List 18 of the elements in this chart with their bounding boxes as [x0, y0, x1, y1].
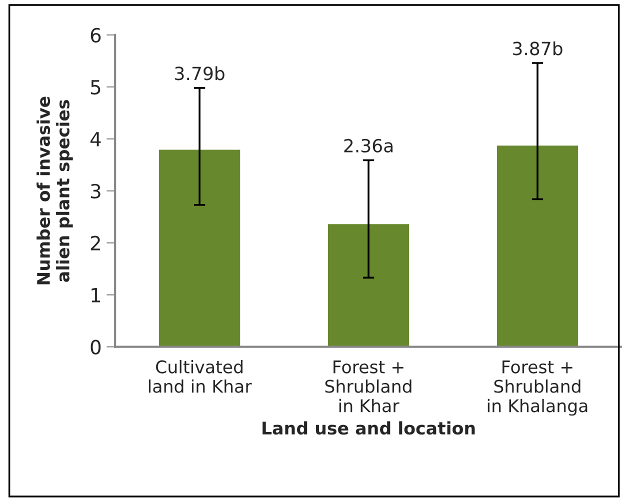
annotation: 3.79b: [175, 66, 224, 80]
bar: [159, 150, 240, 347]
x-tick-label: Forest + Shrubland in Khalanga: [488, 360, 588, 416]
x-tick-label: Forest + Shrubland in Khar: [325, 360, 412, 412]
y-tick-label: 6: [90, 28, 101, 43]
x-tick-label: Cultivated land in Khar: [148, 360, 252, 393]
y-tick-label: 0: [90, 340, 101, 354]
y-tick-label: 3: [90, 184, 100, 199]
y-tick-label: 1: [92, 288, 100, 302]
y-axis-title: Number of invasive alien plant species: [36, 96, 73, 284]
annotation: 2.36a: [344, 138, 393, 153]
y-tick-label: 2: [90, 236, 100, 250]
x-axis-title: Land use and location: [262, 421, 475, 435]
bar: [496, 146, 578, 347]
bar: [328, 224, 410, 347]
y-tick-label: 5: [91, 80, 100, 95]
y-tick-label: 4: [90, 132, 101, 146]
annotation: 3.87b: [513, 41, 562, 56]
